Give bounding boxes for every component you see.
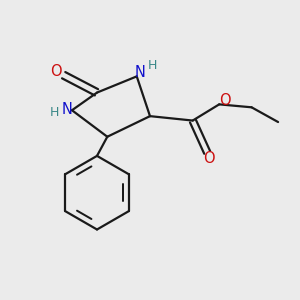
Text: O: O: [203, 151, 215, 166]
Text: O: O: [219, 93, 230, 108]
Text: H: H: [50, 106, 60, 118]
Text: N: N: [135, 65, 146, 80]
Text: H: H: [148, 59, 157, 72]
Text: O: O: [50, 64, 61, 79]
Text: N: N: [62, 102, 73, 117]
